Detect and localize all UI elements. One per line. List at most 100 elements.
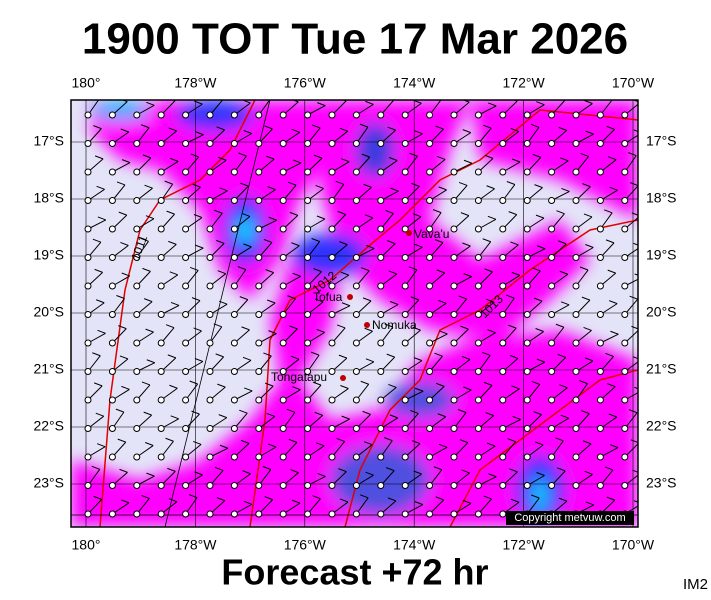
barb-station <box>108 197 116 204</box>
barb-feather <box>243 500 253 505</box>
lat-label: 19°S <box>33 247 64 263</box>
barb-station <box>474 225 482 233</box>
barb-feather <box>409 152 418 157</box>
barb-station <box>548 168 556 176</box>
barb-feather <box>168 240 177 245</box>
barb-station <box>84 282 92 290</box>
barb-feather <box>264 125 273 130</box>
barb-station <box>523 254 531 261</box>
barb-feather <box>634 273 638 276</box>
place-label: Vava'u <box>414 227 449 241</box>
barb-station <box>523 339 531 347</box>
barb-station <box>401 453 409 461</box>
barb-station <box>255 140 263 147</box>
barb-feather <box>607 156 617 161</box>
barb-station <box>133 453 141 461</box>
barb-feather <box>531 380 540 385</box>
barb-station <box>523 140 531 147</box>
barb-station <box>474 510 482 518</box>
lon-label: 180° <box>72 75 101 91</box>
barb-feather <box>145 328 154 333</box>
barb-station <box>352 368 360 375</box>
barb-feather <box>193 214 203 218</box>
barb-feather <box>97 216 106 221</box>
barb-station <box>84 510 92 518</box>
barb-station <box>157 453 165 461</box>
barb-station <box>572 339 580 347</box>
barb-station <box>426 510 434 518</box>
barb-station <box>255 482 263 489</box>
barb-feather <box>555 323 565 328</box>
barb-station <box>548 482 556 489</box>
barb-feather <box>313 268 322 273</box>
barb-station <box>377 339 385 347</box>
barb-feather <box>268 330 277 335</box>
barb-station <box>108 311 116 318</box>
barb-station <box>304 140 312 147</box>
title: 1900 TOT Tue 17 Mar 2026 <box>82 15 628 64</box>
barb-feather <box>242 470 251 475</box>
barb-feather <box>460 212 470 217</box>
barb-station <box>255 396 263 404</box>
barb-station <box>572 311 580 318</box>
barb-feather <box>289 211 299 216</box>
barb-station <box>377 425 385 432</box>
barb-feather <box>580 152 589 157</box>
barb-feather <box>339 498 349 503</box>
barb-feather <box>609 186 618 191</box>
barb-feather <box>388 383 397 388</box>
barb-station <box>401 510 409 518</box>
barb-feather <box>408 266 418 271</box>
barb-station <box>133 339 141 347</box>
barb-feather <box>265 269 274 274</box>
barb-feather <box>195 244 204 249</box>
barb-station <box>182 396 190 404</box>
barb-feather <box>458 295 467 300</box>
barb-feather <box>535 214 545 219</box>
barb-feather <box>213 323 222 328</box>
barb-station <box>596 339 604 347</box>
barb-feather <box>335 180 344 185</box>
barb-station <box>596 368 604 375</box>
barb-feather <box>606 496 615 501</box>
barb-station <box>84 396 92 404</box>
barb-station <box>328 111 336 119</box>
barb-feather <box>462 242 471 247</box>
barb-feather <box>438 443 448 448</box>
barb-station <box>84 225 92 233</box>
barb-feather <box>237 266 247 271</box>
barb-feather <box>435 125 444 130</box>
barb-station <box>84 482 92 489</box>
barb-station <box>133 111 141 119</box>
barb-station <box>304 510 312 518</box>
barb-feather <box>511 158 521 163</box>
barb-feather <box>438 299 447 304</box>
barb-feather <box>142 154 152 159</box>
copyright: Copyright metvuw.com <box>514 512 625 524</box>
barb-feather <box>310 351 320 356</box>
barb-station <box>621 311 629 318</box>
barb-station <box>596 254 604 261</box>
barb-station <box>596 453 604 461</box>
barb-station <box>426 282 434 290</box>
barb-feather <box>242 356 252 361</box>
barb-feather <box>169 271 178 276</box>
barb-station <box>621 140 629 147</box>
barb-feather <box>191 410 200 415</box>
barb-feather <box>457 409 467 413</box>
barb-station <box>572 368 580 375</box>
barb-feather <box>583 326 592 331</box>
barb-feather <box>607 269 616 274</box>
barb-feather <box>240 439 250 444</box>
barb-feather <box>559 384 568 389</box>
barb-station <box>84 453 92 461</box>
barb-feather <box>608 413 617 418</box>
barb-station <box>548 396 556 404</box>
barb-feather <box>144 184 153 189</box>
lon-label: 172°W <box>503 537 546 553</box>
barb-station <box>621 396 629 404</box>
barb-station <box>182 482 190 489</box>
barb-feather <box>488 473 497 478</box>
barb-feather <box>141 381 151 386</box>
barb-station <box>230 311 238 318</box>
